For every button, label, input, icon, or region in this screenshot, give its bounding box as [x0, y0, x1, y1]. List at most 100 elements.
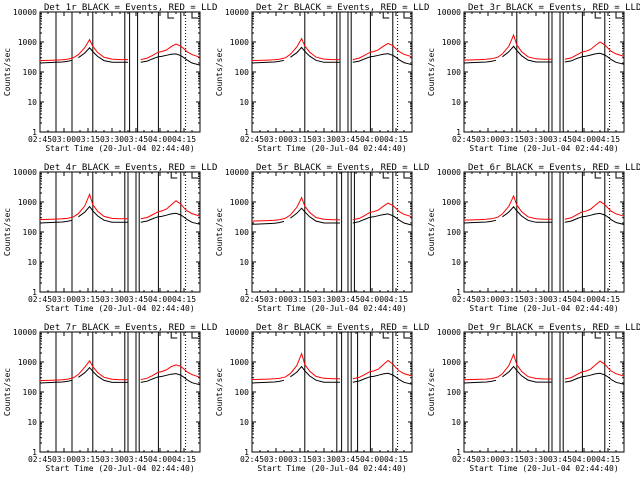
y-axis-label: Counts/sec [215, 368, 224, 416]
x-tick-label: 02:45 [28, 135, 52, 144]
flag-marker [191, 172, 198, 179]
y-tick-label: 10000 [437, 328, 461, 337]
flag-marker [191, 332, 198, 339]
y-tick-label: 1 [244, 128, 249, 137]
x-tick-label: 02:45 [452, 295, 476, 304]
y-tick-label: 10000 [437, 168, 461, 177]
panel-7: 1 10 100 1000 10000 02:45 03:00 03:15 03:30 03:45… [3, 323, 217, 473]
x-tick-label: 03:00 [476, 135, 500, 144]
panel-title: Det 5r BLACK = Events, RED = LLD [256, 163, 429, 173]
panel-1: 1 10 100 1000 10000 02:45 03:00 03:15 03:30 03:45… [3, 3, 217, 153]
panel-title: Det 1r BLACK = Events, RED = LLD [44, 3, 217, 13]
x-tick-label: 03:15 [288, 295, 312, 304]
panel-title: Det 3r BLACK = Events, RED = LLD [468, 3, 640, 13]
x-tick-label: 03:15 [76, 455, 100, 464]
y-tick-label: 1 [244, 448, 249, 457]
series-events-line [39, 47, 201, 66]
x-axis-label: Start Time (20-Jul-04 02:44:40) [469, 144, 618, 153]
y-tick-label: 10000 [225, 168, 249, 177]
series-events-line [463, 45, 625, 65]
x-tick-label: 04:15 [172, 455, 196, 464]
x-tick-label: 04:00 [360, 455, 384, 464]
series-lld-line [251, 196, 413, 222]
y-tick-label: 1000 [18, 198, 37, 207]
y-axis-label: Counts/sec [3, 208, 12, 256]
series-lld-line [39, 359, 201, 382]
x-tick-label: 03:45 [124, 135, 148, 144]
x-tick-label: 03:30 [524, 455, 548, 464]
x-tick-label: 03:45 [336, 135, 360, 144]
y-tick-label: 10000 [13, 8, 37, 17]
y-tick-label: 100 [23, 228, 38, 237]
x-tick-label: 02:45 [452, 135, 476, 144]
series-events-line [251, 46, 413, 66]
x-tick-label: 04:15 [384, 135, 408, 144]
x-tick-label: 03:30 [524, 295, 548, 304]
y-tick-label: 10 [27, 418, 37, 427]
x-tick-label: 04:15 [384, 455, 408, 464]
panel-title: Det 9r BLACK = Events, RED = LLD [468, 323, 640, 333]
y-tick-label: 1000 [442, 198, 461, 207]
series-events-line [463, 365, 625, 385]
y-tick-label: 10000 [437, 8, 461, 17]
plot-frame [251, 11, 413, 133]
y-tick-label: 100 [235, 228, 250, 237]
flag-marker [403, 12, 410, 19]
y-tick-label: 1 [32, 128, 37, 137]
flag-marker [594, 12, 602, 19]
y-tick-label: 10 [27, 98, 37, 107]
x-tick-label: 02:45 [240, 135, 264, 144]
panel-5: 1 10 100 1000 10000 02:45 03:00 03:15 03:30 03:45… [215, 163, 429, 313]
x-axis-label: Start Time (20-Jul-04 02:44:40) [469, 304, 618, 313]
flag-marker [170, 332, 178, 339]
series-lld-line [463, 194, 625, 221]
x-tick-label: 04:15 [596, 455, 620, 464]
x-tick-label: 03:45 [548, 135, 572, 144]
flag-marker [615, 172, 622, 179]
x-tick-label: 03:00 [264, 295, 288, 304]
x-tick-label: 04:00 [360, 135, 384, 144]
y-tick-label: 100 [447, 388, 462, 397]
panel-8: 1 10 100 1000 10000 02:45 03:00 03:15 03:30 03:45… [215, 323, 429, 473]
x-tick-label: 03:00 [476, 295, 500, 304]
panel-2: 1 10 100 1000 10000 02:45 03:00 03:15 03:30 03:45… [215, 3, 429, 153]
x-tick-label: 03:45 [124, 455, 148, 464]
panel-title: Det 7r BLACK = Events, RED = LLD [44, 323, 217, 333]
flag-marker [403, 332, 410, 339]
y-tick-label: 10 [239, 258, 249, 267]
x-tick-label: 02:45 [452, 455, 476, 464]
x-tick-label: 03:45 [124, 295, 148, 304]
y-tick-label: 1000 [442, 38, 461, 47]
x-tick-label: 03:45 [548, 295, 572, 304]
x-tick-label: 04:00 [148, 295, 172, 304]
x-tick-label: 03:15 [500, 295, 524, 304]
y-tick-label: 1000 [230, 38, 249, 47]
flag-marker [615, 332, 622, 339]
panel-6: 1 10 100 1000 10000 02:45 03:00 03:15 03:30 03:45… [427, 163, 640, 313]
x-tick-label: 03:45 [548, 455, 572, 464]
y-tick-label: 10 [27, 258, 37, 267]
x-tick-label: 03:30 [100, 135, 124, 144]
plot-frame [463, 171, 625, 293]
plot-frame [463, 331, 625, 453]
x-tick-label: 03:45 [336, 455, 360, 464]
y-tick-label: 100 [235, 68, 250, 77]
plot-frame [39, 171, 201, 293]
x-tick-label: 04:00 [572, 295, 596, 304]
series-events-line [251, 365, 413, 385]
panel-title: Det 2r BLACK = Events, RED = LLD [256, 3, 429, 13]
y-tick-label: 10000 [225, 328, 249, 337]
y-tick-label: 100 [23, 388, 38, 397]
panel-3: 1 10 100 1000 10000 02:45 03:00 03:15 03:30 03:45… [427, 3, 640, 153]
flag-marker [191, 12, 198, 19]
x-tick-label: 03:15 [76, 135, 100, 144]
x-axis-label: Start Time (20-Jul-04 02:44:40) [45, 304, 194, 313]
series-lld-line [463, 33, 625, 61]
y-tick-label: 100 [447, 228, 462, 237]
y-tick-label: 1 [456, 288, 461, 297]
y-tick-label: 10000 [225, 8, 249, 17]
x-tick-label: 02:45 [240, 455, 264, 464]
series-lld-line [463, 352, 625, 381]
x-tick-label: 03:00 [52, 135, 76, 144]
y-tick-label: 10 [239, 418, 249, 427]
